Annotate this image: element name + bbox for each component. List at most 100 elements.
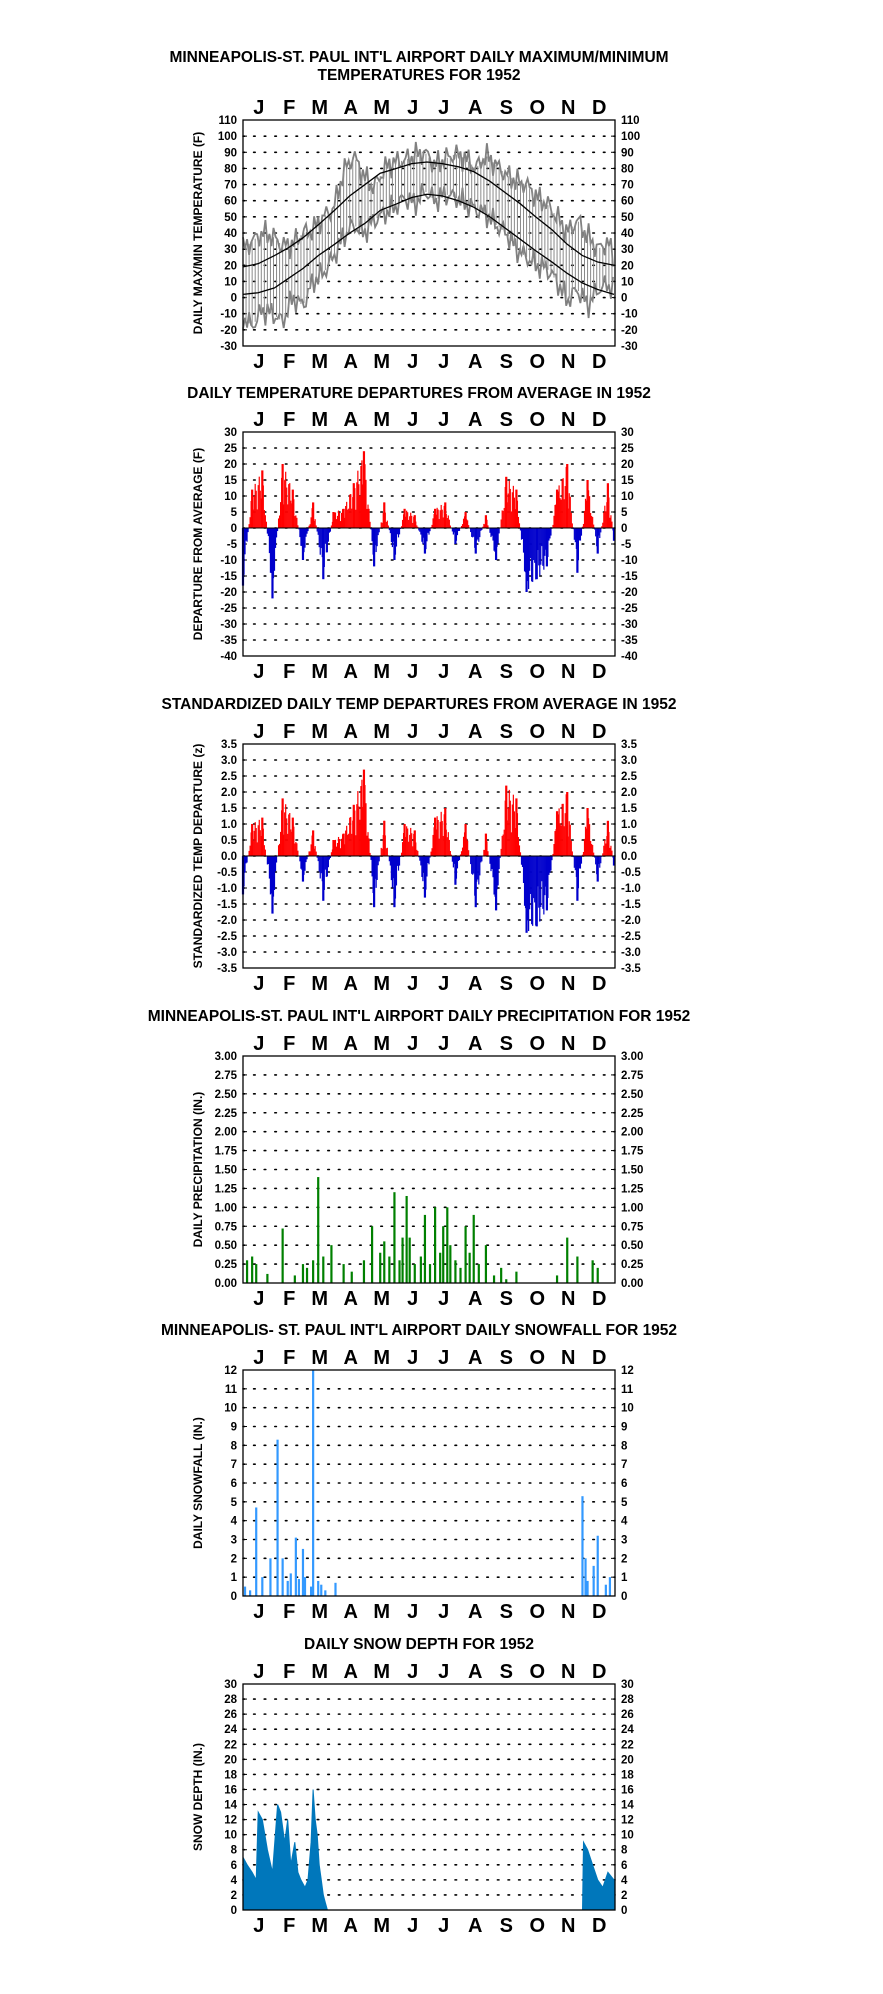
daily-bar [559,823,561,856]
daily-bar [540,856,542,907]
daily-bar [405,516,407,528]
daily-bar [263,845,265,856]
daily-bar [581,526,584,528]
daily-bar [545,856,547,887]
data-bar [484,1245,488,1283]
daily-bar [319,528,321,555]
daily-bar [517,837,520,856]
month-label-bottom: S [500,1915,513,1937]
daily-bar [530,528,532,559]
daily-bar [477,856,479,880]
daily-bar [291,503,293,528]
daily-bar [556,836,558,856]
daily-bar [609,517,611,528]
y-tick-label-right: 2.25 [621,1108,644,1120]
daily-bar [542,856,544,909]
daily-bar [548,528,550,541]
daily-bar [557,814,559,856]
daily-bar [532,528,534,582]
daily-bar [560,825,562,856]
y-tick-label-right: 2 [621,1890,627,1902]
daily-bar [443,814,445,856]
y-tick-label-left: 2.5 [221,771,238,783]
daily-bar [441,509,443,528]
daily-bar [313,520,315,528]
daily-bar [546,856,548,908]
y-tick-label-left: 6 [231,1860,237,1872]
daily-bar [386,520,388,528]
daily-bar [431,848,433,856]
y-tick-label-left: 28 [224,1694,237,1706]
daily-bar [409,516,411,528]
daily-bar [408,519,410,528]
month-label-bottom: A [344,973,358,995]
y-tick-label-left: 20 [224,260,237,272]
daily-bar [388,528,390,531]
daily-bar [569,824,571,856]
daily-bar [344,517,346,528]
daily-bar [585,500,588,528]
daily-bar [281,810,283,856]
daily-bar [324,528,326,544]
daily-bar [458,856,461,861]
month-label-bottom: N [561,661,575,683]
daily-bar [595,856,597,865]
daily-bar [254,483,256,528]
daily-bar [517,516,520,528]
month-label-top: D [592,97,606,119]
data-bar [423,1214,427,1283]
daily-bar [445,829,447,856]
daily-bar [297,850,299,856]
y-tick-label-right: -35 [621,635,638,647]
daily-bar [607,483,609,528]
daily-bar [317,856,319,862]
daily-bar [306,856,308,860]
month-label-bottom: D [592,1915,606,1937]
daily-bar [502,510,504,528]
daily-bar [272,856,275,897]
daily-bar [362,484,364,528]
y-tick-label-right: 1.0 [621,819,637,831]
month-label-top: A [344,1033,358,1055]
normal-low-line [242,193,615,295]
y-tick-label-left: 1.50 [215,1165,237,1177]
month-label-bottom: F [283,1915,295,1937]
daily-bar [430,851,432,856]
daily-bar [331,849,334,856]
month-label-top: N [561,97,575,119]
daily-bar [581,854,584,856]
daily-bar [565,466,567,528]
y-tick-label-right: 6 [621,1860,627,1872]
y-tick-label-left: -5 [227,539,238,551]
y-tick-label-right: 110 [621,115,640,127]
chart-temps: MINNEAPOLIS-ST. PAUL INT'L AIRPORT DAILY… [169,49,668,373]
data-bar [334,1582,337,1596]
month-label-top: A [468,409,482,431]
daily-bar [603,512,605,528]
y-tick-label-right: 3 [621,1535,627,1547]
daily-bar [389,856,391,866]
data-bar [305,1267,309,1283]
daily-bar [461,524,464,528]
daily-bar [541,856,543,882]
data-bar [586,1580,589,1596]
daily-bar [377,528,379,536]
daily-bar [538,528,540,566]
daily-bar [331,521,334,528]
daily-bar [340,512,343,528]
daily-bar [425,856,427,890]
daily-bar [494,856,496,897]
daily-bar [533,528,535,561]
daily-bar [312,507,314,528]
y-tick-label-left: 18 [224,1769,237,1781]
y-tick-label-right: 30 [621,1679,634,1691]
month-label-top: J [438,1347,449,1369]
data-bar [322,1256,325,1283]
daily-bar [280,831,282,856]
daily-bar [566,473,568,528]
daily-bar [347,509,349,528]
daily-bar [505,480,507,528]
daily-bar [416,525,418,528]
data-bar [281,1558,284,1596]
daily-bar [315,851,317,856]
